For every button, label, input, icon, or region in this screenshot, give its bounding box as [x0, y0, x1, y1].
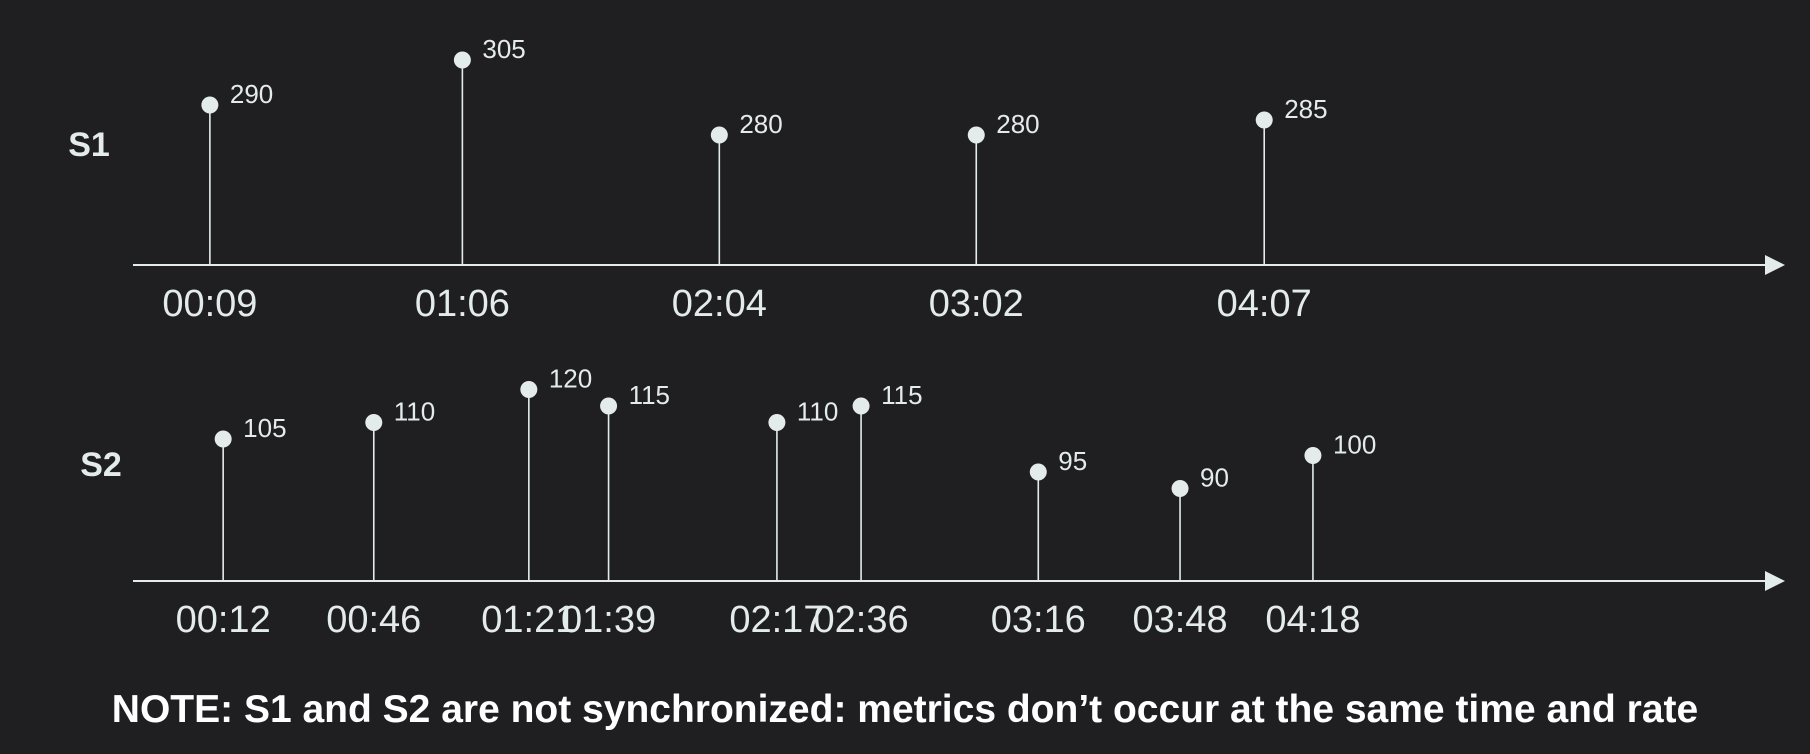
s2-tick-label: 03:16 [991, 599, 1086, 641]
s2-value-label: 110 [797, 397, 838, 427]
s1-value-label: 305 [482, 34, 525, 64]
s1-value-label: 285 [1284, 94, 1327, 124]
stem-chart: S1 290 00:09 305 01:06 280 02:04 280 03:02 285 04:… [68, 34, 1785, 641]
s2-value-label: 110 [394, 397, 435, 427]
s2-value-label: 115 [629, 380, 670, 410]
s1-tick-label: 00:09 [162, 283, 257, 325]
s2-tick-label: 02:17 [729, 599, 824, 641]
s1-data-point [967, 126, 985, 144]
s2-data-point [600, 397, 618, 415]
s2-tick-label: 00:46 [326, 599, 421, 641]
s1-tick-label: 02:04 [672, 283, 767, 325]
s2-data-point [1171, 480, 1189, 497]
s2-value-label: 120 [549, 364, 592, 394]
s2-value-label: 100 [1333, 430, 1376, 460]
s2-value-label: 115 [881, 380, 922, 410]
s1-value-label: 280 [996, 109, 1039, 139]
s1-tick-label: 03:02 [929, 283, 1024, 325]
s1-tick-label: 04:07 [1217, 283, 1312, 325]
sync-note: NOTE: S1 and S2 are not synchronized: me… [111, 688, 1699, 731]
s1-value-label: 280 [739, 109, 782, 139]
s1-series-label: S1 [68, 126, 110, 164]
s2-tick-label: 04:18 [1265, 599, 1360, 641]
s2-data-point [520, 381, 538, 398]
s2-value-label: 90 [1200, 463, 1229, 493]
s1-data-point [710, 126, 728, 144]
s2-tick-label: 03:48 [1132, 599, 1227, 641]
s1-data-point [453, 51, 471, 69]
s2-series-label: S2 [80, 446, 122, 484]
s2-value-label: 95 [1058, 446, 1087, 476]
s2-value-label: 105 [243, 413, 286, 443]
s2-data-point [768, 414, 786, 431]
s2-tick-label: 00:12 [176, 599, 271, 641]
s2-data-point [1029, 463, 1047, 481]
s1-data-point [201, 96, 219, 114]
s1-data-point [1255, 111, 1273, 129]
s2-tick-label: 01:21 [481, 599, 576, 641]
s2-data-point [1304, 447, 1322, 464]
s2-data-point [852, 397, 870, 415]
s1-tick-label: 01:06 [415, 283, 510, 325]
s2-data-point [214, 430, 232, 448]
s2-tick-label: 01:39 [561, 599, 656, 641]
s1-value-label: 290 [230, 79, 273, 109]
s2-tick-label: 02:36 [814, 599, 909, 641]
s2-data-point [365, 414, 383, 431]
